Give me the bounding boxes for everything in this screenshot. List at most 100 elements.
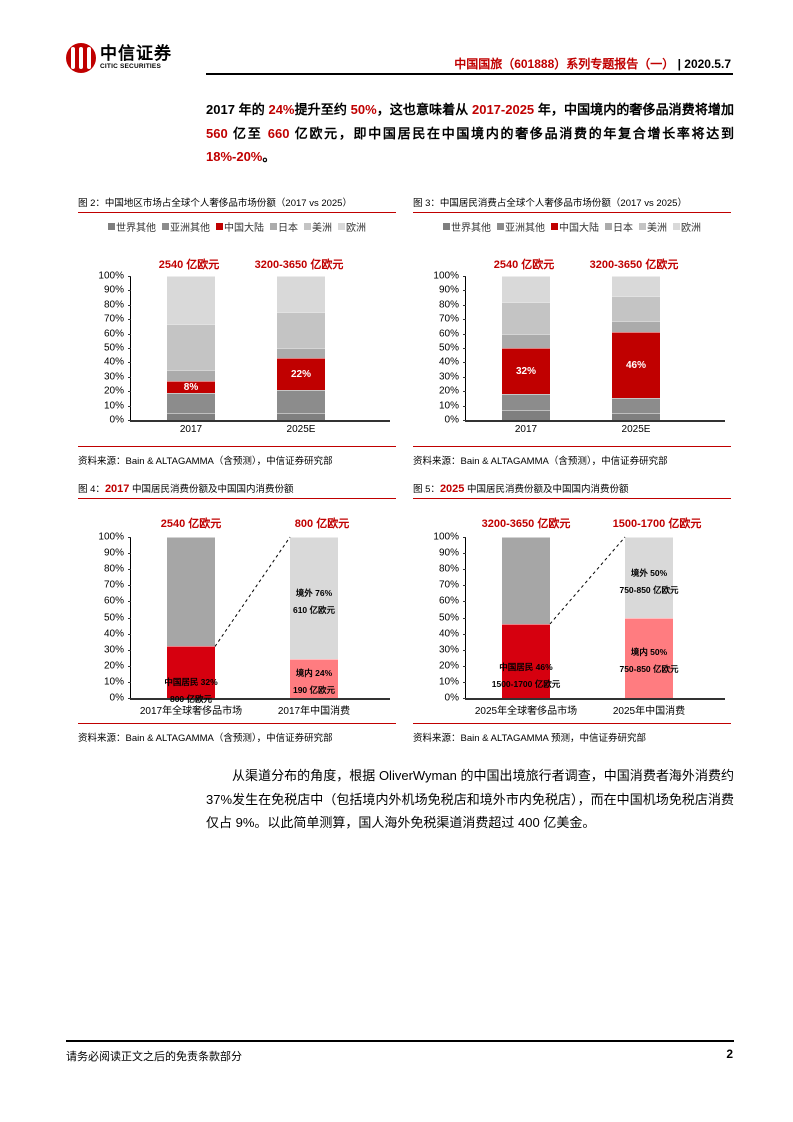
legend-item: 日本 (270, 219, 298, 234)
china-residents-label-line2: 1500-1700 亿欧元 (491, 678, 561, 689)
y-tick-label: 100% (433, 531, 459, 543)
overseas-label: 境外 76% 610 亿欧元 (293, 585, 335, 619)
y-tick-mark (128, 391, 131, 393)
y-tick-label: 90% (438, 284, 459, 296)
stacked-bar: 22% (277, 276, 325, 420)
y-tick-mark (128, 362, 131, 364)
bar-segment-美洲 (502, 301, 550, 334)
chart-plot: 100% 90% 80% 70% 60% 50% 40% 30% 20% 10% 0% 2540 亿欧… (413, 234, 731, 469)
bar-segment-domestic (290, 659, 338, 698)
bar-segment-日本 (277, 348, 325, 359)
y-tick-mark (463, 681, 466, 683)
y-tick-label: 50% (438, 342, 459, 354)
figure-source: 资料来源：Bain & ALTAGAMMA（含预测），中信证券研究部 (78, 446, 396, 467)
y-tick-label: 30% (103, 644, 124, 656)
x-axis-line (130, 698, 390, 700)
legend-item: 欧洲 (673, 219, 701, 234)
bar-segment-china-residents (167, 646, 215, 698)
x-tick-label: 2017年全球奢侈品市场 (139, 706, 243, 717)
y-tick-label: 0% (444, 414, 459, 426)
china-residents-label-line1: 中国居民 46% (499, 661, 553, 672)
x-tick-label: 2025E (286, 424, 316, 435)
y-tick-mark (128, 585, 131, 587)
y-tick-mark (463, 405, 466, 407)
y-tick-label: 40% (438, 628, 459, 640)
y-tick-mark (128, 276, 131, 277)
y-tick-mark (463, 391, 466, 393)
stacked-bar-china (625, 537, 673, 698)
domestic-label-line2: 750-850 亿欧元 (619, 663, 679, 674)
legend-swatch (108, 223, 115, 230)
bar-segment-others (502, 537, 550, 624)
y-tick-label: 0% (109, 414, 124, 426)
bar-segment-overseas (290, 537, 338, 660)
y-tick-label: 60% (438, 595, 459, 607)
y-tick-mark (128, 304, 131, 306)
y-tick-label: 10% (103, 400, 124, 412)
legend-label: 中国大陆 (224, 223, 264, 234)
body-paragraph-text: 从渠道分布的角度，根据 OliverWyman 的中国出境旅行者调查，中国消费者… (206, 768, 734, 830)
intro-segment: 18%-20% (206, 149, 263, 164)
y-axis: 100% 90% 80% 70% 60% 50% 40% 30% 20% 10% 0% (78, 234, 124, 430)
y-tick-label: 70% (103, 313, 124, 325)
y-tick-mark (128, 319, 131, 321)
citic-logo-icon (66, 43, 96, 73)
report-title: 中国国旅（601888）系列专题报告（一） (454, 57, 675, 71)
figure-fig4: 图 4：2017 中国居民消费份额及中国国内消费份额 100% 90% 80% 70% 6… (78, 481, 396, 744)
chart-plot: 100% 90% 80% 70% 60% 50% 40% 30% 20% 10% 0% 2540 亿欧… (78, 499, 396, 744)
y-tick-mark (463, 633, 466, 635)
footer-divider (66, 1040, 734, 1042)
legend-swatch (216, 223, 223, 230)
dashed-connector-line (549, 536, 626, 625)
bar-segment-亚洲其他 (502, 394, 550, 410)
y-tick-label: 30% (438, 644, 459, 656)
intro-segment: 560 (206, 125, 228, 141)
y-tick-label: 70% (438, 579, 459, 591)
bar-total-label: 800 亿欧元 (294, 518, 350, 530)
china-residents-label: 中国居民 32% 800 亿欧元 (164, 674, 217, 708)
legend-item: 美洲 (639, 219, 667, 234)
intro-segment: ，这也意味着从 (376, 102, 472, 117)
overseas-label: 境外 50% 750-850 亿欧元 (619, 565, 678, 599)
y-tick-mark (463, 601, 466, 603)
y-tick-mark (463, 585, 466, 587)
figure-fig2: 图 2：中国地区市场占全球个人奢侈品市场份额（2017 vs 2025） 世界其他… (78, 195, 396, 469)
y-tick-mark (128, 348, 131, 349)
x-tick-label: 2017 (514, 424, 538, 435)
overseas-label-line1: 境外 50% (630, 568, 668, 578)
bar-segment-china-residents (502, 623, 550, 698)
bar-segment-世界其他 (277, 412, 325, 420)
x-axis-line (465, 420, 725, 422)
legend-label: 中国大陆 (559, 223, 599, 234)
china-residents-label: 中国居民 46% 1500-1700 亿欧元 (492, 659, 561, 693)
y-tick-label: 30% (438, 371, 459, 383)
y-tick-label: 80% (438, 299, 459, 311)
figure-source: 资料来源：Bain & ALTAGAMMA（含预测），中信证券研究部 (78, 723, 396, 744)
bar-segment-欧洲 (612, 276, 660, 297)
body-paragraph: 从渠道分布的角度，根据 OliverWyman 的中国出境旅行者调查，中国消费者… (206, 764, 734, 835)
intro-segment: 2017 年的 (206, 102, 269, 117)
logo-en-text: CITIC SECURITIES (100, 63, 161, 70)
y-tick-label: 90% (438, 547, 459, 559)
y-tick-label: 90% (103, 284, 124, 296)
chart-legend: 世界其他 亚洲其他 中国大陆 日本 美洲 欧洲 (78, 219, 396, 234)
figure-title-year: 2017 (104, 483, 130, 495)
bar-segment-世界其他 (612, 412, 660, 420)
bar-segment-中国大陆: 32% (502, 348, 550, 395)
y-axis: 100% 90% 80% 70% 60% 50% 40% 30% 20% 10% 0% (78, 499, 124, 708)
legend-item: 中国大陆 (216, 219, 264, 234)
bar-segment-overseas (625, 537, 673, 618)
y-tick-mark (463, 348, 466, 349)
overseas-label-line2: 610 亿欧元 (292, 605, 336, 615)
chart-plot: 100% 90% 80% 70% 60% 50% 40% 30% 20% 10% 0% 3200-36… (413, 499, 731, 744)
y-tick-label: 100% (98, 531, 124, 543)
legend-label: 美洲 (312, 223, 332, 234)
bar-segment-世界其他 (502, 409, 550, 420)
bar-segment-domestic (625, 617, 673, 698)
figure-title: 图 4：2017 中国居民消费份额及中国国内消费份额 (78, 481, 396, 499)
legend-swatch (605, 223, 612, 230)
y-tick-mark (128, 665, 131, 667)
footer-disclaimer: 请务必阅读正文之后的免责条款部分 (66, 1051, 242, 1063)
legend-label: 世界其他 (116, 223, 156, 234)
segment-value-label: 8% (183, 381, 199, 393)
